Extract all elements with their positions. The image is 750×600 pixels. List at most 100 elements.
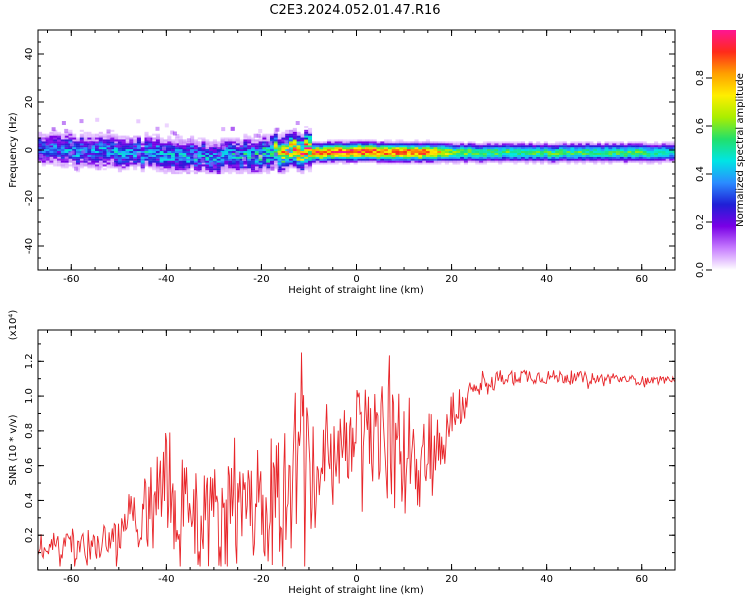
heatmap-cell [239,172,244,175]
heatmap-cell [167,162,172,165]
heatmap-cell [125,158,130,161]
heatmap-cell [387,145,392,148]
heatmap-cell [224,162,229,165]
heatmap-cell [41,135,46,138]
heatmap-cell [452,145,457,148]
heatmap-cell [57,147,62,150]
heatmap-cell [524,151,529,154]
heatmap-cell [654,145,659,148]
heatmap-cell [437,162,442,165]
heatmap-speckle [39,153,44,158]
heatmap-cell [133,158,138,161]
heatmap-cell [444,145,449,148]
heatmap-cell [247,139,252,142]
heatmap-cell [669,160,674,163]
heatmap-cell [418,156,423,159]
heatmap-cell [110,129,115,132]
heatmap-cell [193,143,198,146]
heatmap-cell [174,154,179,157]
heatmap-cell [212,151,217,154]
heatmap-cell [91,139,96,142]
heatmap-speckle [107,147,112,152]
heatmap-cell [551,143,556,146]
heatmap-cell [182,149,187,152]
snr-x-label: Height of straight line (km) [288,585,424,596]
heatmap-cell [638,152,643,155]
heatmap-cell [475,154,480,157]
heatmap-cell [368,151,373,154]
heatmap-cell [498,149,503,152]
heatmap-cell [144,156,149,159]
heatmap-cell [479,145,484,148]
heatmap-cell [121,154,126,157]
heatmap-cell [665,152,670,155]
heatmap-cell [289,133,294,136]
spectrogram-x-tick-label: -40 [158,274,174,285]
heatmap-cell [593,152,598,155]
heatmap-cell [171,156,176,159]
heatmap-cell [87,139,92,142]
heatmap-cell [403,149,408,152]
heatmap-cell [38,158,43,161]
heatmap-cell [581,147,586,150]
heatmap-cell [494,152,499,155]
heatmap-cell [266,168,271,171]
heatmap-cell [600,149,605,152]
heatmap-cell [220,158,225,161]
heatmap-cell [190,160,195,163]
heatmap-cell [83,162,88,165]
heatmap-cell [152,139,157,142]
heatmap-speckle [253,133,258,138]
heatmap-cell [289,151,294,154]
heatmap-cell [281,147,286,150]
heatmap-cell [76,160,81,163]
heatmap-cell [342,141,347,144]
heatmap-cell [292,156,297,159]
heatmap-cell [72,149,77,152]
heatmap-cell [308,147,313,150]
heatmap-cell [502,147,507,150]
heatmap-cell [193,160,198,163]
heatmap-cell [171,170,176,173]
heatmap-cell [201,162,206,165]
heatmap-cell [581,160,586,163]
heatmap-cell [57,164,62,167]
heatmap-cell [41,162,46,165]
heatmap-cell [232,149,237,152]
heatmap-cell [102,135,107,138]
heatmap-cell [627,145,632,148]
heatmap-cell [178,156,183,159]
heatmap-cell [125,160,130,163]
heatmap-cell [384,145,389,148]
heatmap-cell [311,158,316,161]
heatmap-cell [304,149,309,152]
heatmap-cell [589,145,594,148]
heatmap-cell [95,156,100,159]
heatmap-cell [475,158,480,161]
heatmap-cell [657,158,662,161]
heatmap-cell [578,143,583,146]
heatmap-cell [357,154,362,157]
heatmap-cell [121,141,126,144]
heatmap-speckle [88,144,93,149]
heatmap-cell [266,158,271,161]
heatmap-cell [513,154,518,157]
heatmap-cell [220,168,225,171]
heatmap-cell [391,160,396,163]
heatmap-cell [570,147,575,150]
heatmap-cell [399,145,404,148]
heatmap-cell [262,162,267,165]
heatmap-cell [460,152,465,155]
heatmap-cell [174,162,179,165]
heatmap-cell [395,149,400,152]
heatmap-cell [117,168,122,171]
heatmap-cell [387,160,392,163]
heatmap-cell [604,160,609,163]
heatmap-cell [60,143,65,146]
heatmap-cell [327,145,332,148]
heatmap-cell [315,147,320,150]
heatmap-cell [98,151,103,154]
heatmap-cell [441,158,446,161]
heatmap-cell [475,147,480,150]
heatmap-cell [384,143,389,146]
